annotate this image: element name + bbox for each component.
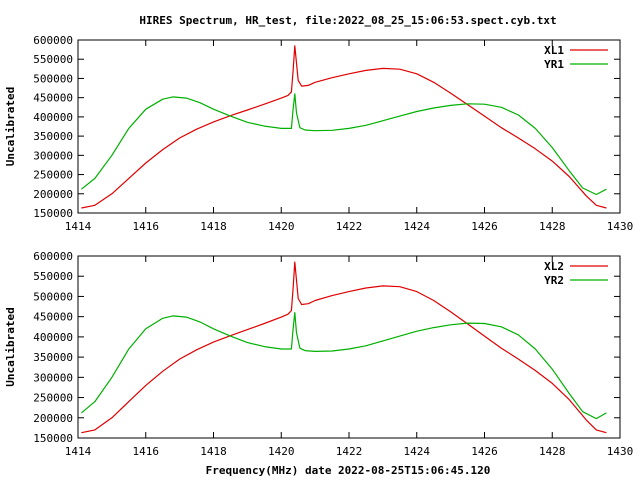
x-tick-label: 1422: [336, 220, 363, 233]
y-tick-label: 600000: [33, 34, 73, 47]
x-tick-label: 1416: [133, 445, 160, 458]
y-tick-label: 600000: [33, 250, 73, 263]
legend-label-xl2: XL2: [544, 260, 564, 273]
x-tick-label: 1420: [268, 445, 295, 458]
x-tick-label: 1422: [336, 445, 363, 458]
x-tick-label: 1428: [539, 445, 566, 458]
y-tick-label: 450000: [33, 92, 73, 105]
y-tick-label: 550000: [33, 270, 73, 283]
x-tick-label: 1418: [200, 220, 227, 233]
legend-label-yr1: YR1: [544, 58, 564, 71]
y-axis-label: Uncalibrated: [4, 307, 17, 386]
legend-label-xl1: XL1: [544, 44, 564, 57]
figure-title: HIRES Spectrum, HR_test, file:2022_08_25…: [139, 14, 556, 27]
x-tick-label: 1416: [133, 220, 160, 233]
x-axis-label: Frequency(MHz) date 2022-08-25T15:06:45.…: [206, 464, 491, 477]
x-tick-label: 1424: [404, 445, 431, 458]
x-tick-label: 1428: [539, 220, 566, 233]
y-tick-label: 200000: [33, 188, 73, 201]
y-tick-label: 150000: [33, 432, 73, 445]
series-line-yr1: [81, 93, 607, 196]
y-tick-label: 350000: [33, 351, 73, 364]
y-tick-label: 450000: [33, 311, 73, 324]
top-chart-panel: 1414 1416 1418 1420 1422 1424 1426 1428 1430 1500…: [4, 34, 633, 233]
y-tick-label: 400000: [33, 331, 73, 344]
series-line-xl2: [81, 261, 607, 434]
y-tick-label: 400000: [33, 111, 73, 124]
y-tick-label: 250000: [33, 169, 73, 182]
legend-label-yr2: YR2: [544, 274, 564, 287]
x-tick-label: 1430: [607, 220, 634, 233]
y-tick-label: 300000: [33, 371, 73, 384]
x-tick-label: 1414: [65, 445, 92, 458]
y-tick-label: 250000: [33, 392, 73, 405]
y-tick-label: 150000: [33, 207, 73, 220]
y-tick-label: 200000: [33, 412, 73, 425]
y-tick-label: 500000: [33, 72, 73, 85]
x-tick-label: 1414: [65, 220, 92, 233]
x-tick-label: 1426: [471, 220, 498, 233]
series-line-yr2: [81, 312, 607, 420]
y-tick-label: 500000: [33, 290, 73, 303]
x-tick-label: 1418: [200, 445, 227, 458]
series-line-xl1: [81, 45, 607, 209]
y-axis-label: Uncalibrated: [4, 87, 17, 166]
y-tick-label: 300000: [33, 149, 73, 162]
y-tick-label: 350000: [33, 130, 73, 143]
x-tick-label: 1426: [471, 445, 498, 458]
x-tick-label: 1420: [268, 220, 295, 233]
x-tick-label: 1424: [404, 220, 431, 233]
y-tick-label: 550000: [33, 53, 73, 66]
bottom-chart-panel: 1414 1416 1418 1420 1422 1424 1426 1428 1430 1500…: [4, 250, 633, 458]
x-tick-label: 1430: [607, 445, 634, 458]
